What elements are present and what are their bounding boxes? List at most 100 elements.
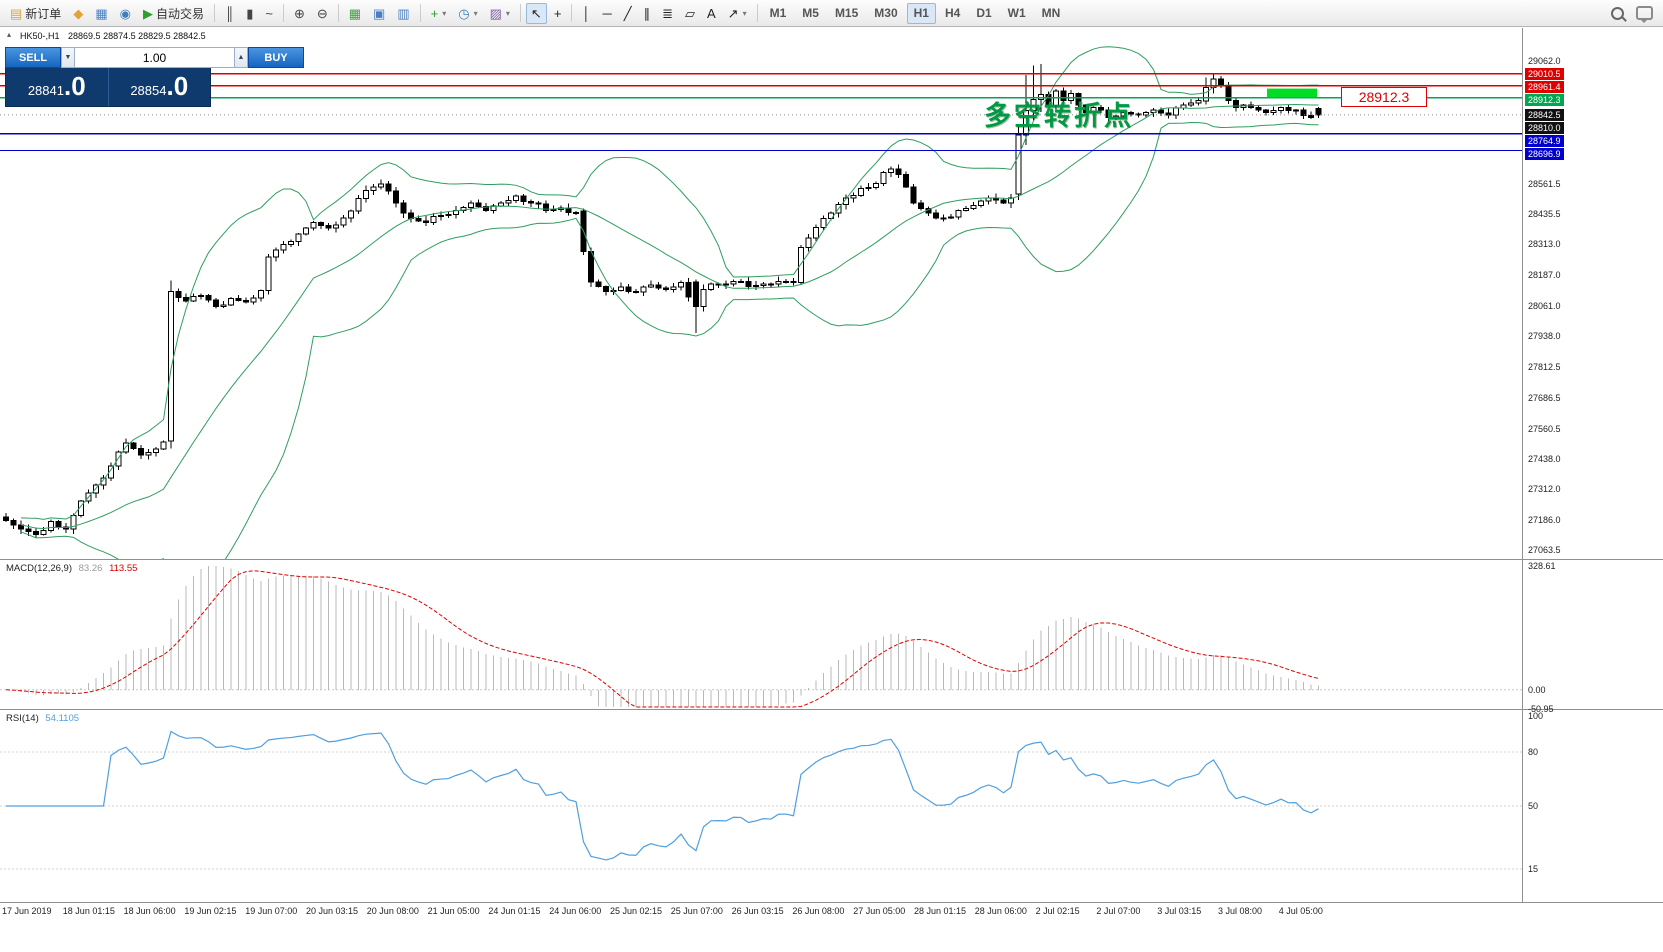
time-label: 2 Jul 02:15 [1035, 906, 1080, 916]
one-click-trading-panel: SELL ▼ ▲ BUY 28841 .0 28854 .0 [5, 47, 304, 107]
vertical-line-icon[interactable]: │ [577, 3, 595, 24]
macd-panel-canvas[interactable] [0, 560, 1522, 709]
fibonacci-icon[interactable]: ≣ [657, 3, 678, 24]
time-label: 20 Jun 08:00 [366, 906, 419, 916]
cursor-icon[interactable]: ↖ [525, 2, 547, 24]
timeframe-w1[interactable]: W1 [1001, 3, 1033, 24]
price-badge-28961.4: 28961.4 [1525, 80, 1564, 93]
timeframe-m15[interactable]: M15 [828, 3, 865, 24]
time-label: 28 Jun 06:00 [974, 906, 1027, 916]
highlight-rectangle[interactable] [1267, 88, 1317, 98]
timeframe-w1-label: W1 [1007, 6, 1026, 20]
price-tick: 28561.5 [1528, 178, 1561, 189]
channel-icon[interactable]: ∥ [639, 3, 656, 24]
price-badge-29010.5: 29010.5 [1525, 67, 1564, 80]
line-chart-icon[interactable]: ~ [260, 3, 278, 24]
new-order-button[interactable]: ▤ 新订单 [5, 3, 66, 24]
toolbar-separator [571, 4, 573, 22]
market-watch-icon[interactable]: ▦ [90, 3, 112, 24]
fibonacci-icon-glyph: ≣ [662, 5, 673, 21]
sell-price-small: 28841 [27, 83, 64, 98]
volume-increase-button[interactable]: ▲ [234, 47, 248, 68]
search-icon[interactable] [1606, 3, 1629, 24]
toolbar-separator [337, 4, 339, 22]
cascade-windows-icon[interactable]: ▣ [368, 3, 390, 24]
horizontal-line-icon[interactable]: ─ [598, 3, 617, 24]
price-callout-box[interactable]: 28912.3 [1341, 86, 1427, 107]
price-chart-canvas[interactable] [0, 28, 1522, 559]
timeframe-m30-label: M30 [874, 6, 898, 20]
price-tick: 28435.5 [1528, 209, 1561, 220]
bar-chart-icon-glyph: ║ [224, 5, 235, 21]
one-click-panel-toggle-icon[interactable]: ▴ [7, 30, 12, 39]
price-badge-28696.9: 28696.9 [1525, 147, 1564, 160]
panel-separator[interactable] [0, 559, 1663, 560]
zoom-in-icon-glyph: ⊕ [293, 5, 305, 21]
time-label: 24 Jun 01:15 [488, 906, 541, 916]
timeframe-h1-label: H1 [913, 6, 929, 20]
chart-annotation-text[interactable]: 多空转折点 [984, 101, 1134, 131]
buy-price[interactable]: 28854 .0 [109, 68, 211, 106]
panel-separator[interactable] [0, 709, 1663, 710]
shapes-icon[interactable]: ▱ [680, 3, 700, 24]
arrows-icon-dropdown-caret[interactable]: ▾ [742, 8, 747, 18]
buy-button[interactable]: BUY [248, 47, 304, 68]
time-label: 20 Jun 03:15 [306, 906, 359, 916]
zoom-out-icon-glyph: ⊖ [316, 5, 328, 21]
timeframe-h4[interactable]: H4 [938, 3, 967, 24]
timeframe-h1[interactable]: H1 [906, 2, 936, 24]
trendline-icon[interactable]: ╱ [619, 3, 637, 24]
crosshair-icon[interactable]: + [549, 3, 567, 24]
templates-icon-dropdown-caret[interactable]: ▾ [505, 8, 510, 18]
autotrading-button-label: 自动交易 [155, 6, 204, 21]
price-divider [107, 68, 109, 106]
price-tick: 28187.0 [1528, 270, 1561, 281]
time-label: 25 Jun 02:15 [610, 906, 663, 916]
time-label: 19 Jun 02:15 [184, 906, 237, 916]
timeframe-h4-label: H4 [944, 6, 961, 20]
metaeditor-icon[interactable]: ◆ [68, 3, 88, 24]
timeframe-mn-label: MN [1041, 6, 1061, 20]
price-badge-28810.0: 28810.0 [1525, 121, 1564, 134]
terminal-icon[interactable]: ◉ [115, 3, 136, 24]
sell-button[interactable]: SELL [5, 47, 61, 68]
chat-icon[interactable] [1631, 3, 1658, 24]
timeframe-d1[interactable]: D1 [969, 3, 998, 24]
indicators-icon[interactable]: + ▾ [426, 3, 452, 24]
arrows-icon[interactable]: ↗ ▾ [723, 3, 752, 24]
bar-chart-icon[interactable]: ║ [220, 3, 239, 24]
zoom-in-icon[interactable]: ⊕ [289, 3, 310, 24]
rsi-panel-canvas[interactable] [0, 710, 1522, 902]
horizontal-line-icon-glyph: ─ [602, 5, 612, 21]
time-label: 3 Jul 08:00 [1218, 906, 1263, 916]
periods-icon-dropdown-caret[interactable]: ▾ [473, 8, 478, 18]
volume-decrease-button[interactable]: ▼ [61, 47, 75, 68]
timeframe-m5-label: M5 [802, 6, 819, 20]
periods-icon-glyph: ◷ [458, 5, 470, 21]
timeframe-mn[interactable]: MN [1035, 3, 1068, 24]
sell-price[interactable]: 28841 .0 [6, 68, 108, 106]
autotrading-button[interactable]: ▶ 自动交易 [138, 3, 209, 24]
text-icon[interactable]: A [702, 3, 721, 24]
time-axis[interactable]: 17 Jun 2019 18 Jun 01:15 18 Jun 06:00 19 Ju… [0, 904, 1522, 920]
templates-icon[interactable]: ▨ ▾ [485, 3, 515, 24]
indicators-icon-dropdown-caret[interactable]: ▾ [442, 8, 447, 18]
arrange-windows-icon[interactable]: ▥ [392, 3, 414, 24]
price-axis[interactable]: 29062.0 28561.5 28435.5 28313.0 28187.0 28061… [1523, 28, 1662, 903]
timeframe-m1[interactable]: M1 [763, 3, 794, 24]
periods-icon[interactable]: ◷ ▾ [453, 3, 482, 24]
time-label: 17 Jun 2019 [2, 906, 52, 916]
order-controls-row: SELL ▼ ▲ BUY [5, 47, 304, 68]
candlestick-chart-icon[interactable]: ▮ [241, 3, 258, 24]
timeframe-m30[interactable]: M30 [867, 3, 904, 24]
price-badge-28912.3: 28912.3 [1525, 93, 1564, 106]
new-order-button-label: 新订单 [25, 6, 62, 21]
price-tick: 27686.5 [1528, 392, 1561, 403]
toolbar-separator [213, 4, 215, 22]
volume-input[interactable] [75, 47, 234, 68]
rsi-axis-tick: 80 [1528, 747, 1539, 757]
zoom-out-icon[interactable]: ⊖ [312, 3, 333, 24]
timeframe-m5[interactable]: M5 [795, 3, 826, 24]
tile-windows-icon[interactable]: ▦ [344, 3, 366, 24]
time-label: 2 Jul 07:00 [1096, 906, 1141, 916]
